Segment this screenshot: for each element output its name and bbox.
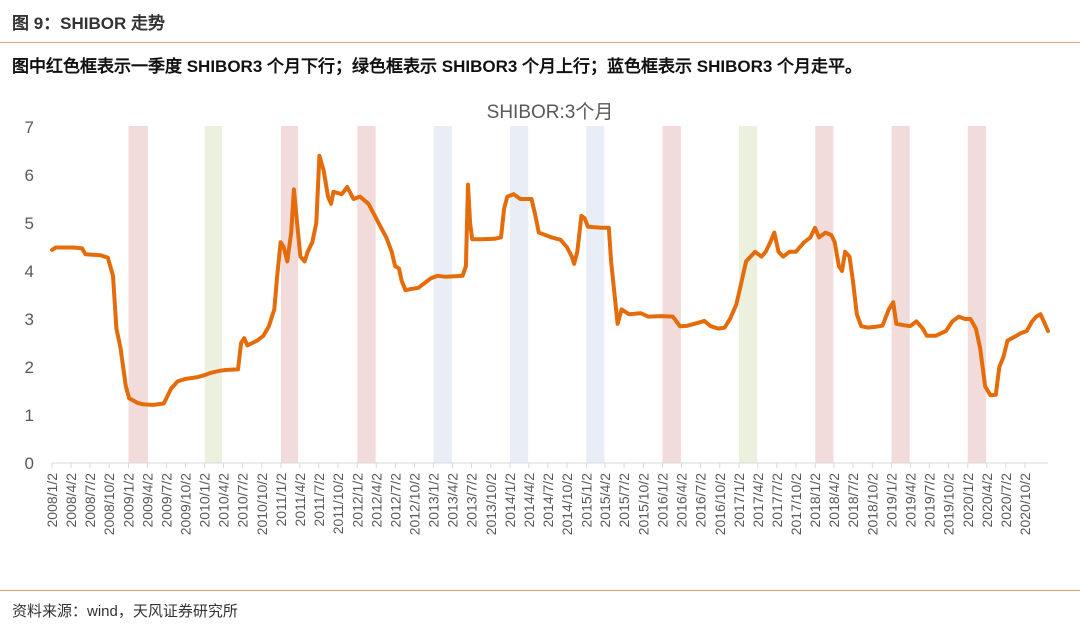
y-tick-label: 6	[25, 166, 34, 185]
red-period-band	[967, 126, 987, 463]
x-tick-label: 2020/1/2	[960, 473, 976, 528]
x-tick-label: 2018/4/2	[826, 473, 842, 528]
x-tick-label: 2009/10/2	[178, 473, 194, 535]
x-tick-label: 2009/1/2	[120, 473, 136, 528]
red-period-band	[280, 126, 299, 463]
x-tick-label: 2010/7/2	[235, 473, 251, 528]
x-axis: 2008/1/2 2008/4/2 2008/7/2 2008/10/2 2009/1/…	[44, 462, 1048, 535]
x-tick-label: 2013/4/2	[445, 473, 461, 528]
red-period-band	[357, 126, 376, 463]
blue-period-band	[433, 126, 452, 463]
x-tick-label: 2020/10/2	[1017, 473, 1033, 535]
x-tick-label: 2017/7/2	[769, 473, 785, 528]
x-tick-label: 2016/10/2	[712, 473, 728, 535]
x-tick-label: 2017/1/2	[731, 473, 747, 528]
x-tick-label: 2008/7/2	[82, 473, 98, 528]
x-tick-label: 2013/10/2	[483, 473, 499, 535]
chart-title: SHIBOR:3个月	[487, 101, 614, 123]
x-tick-label: 2015/1/2	[578, 473, 594, 528]
x-tick-label: 2018/7/2	[845, 473, 861, 528]
x-tick-label: 2015/4/2	[597, 473, 613, 528]
x-tick-label: 2016/1/2	[655, 473, 671, 528]
x-tick-label: 2011/4/2	[292, 473, 308, 527]
shibor-3m-line	[50, 153, 1050, 407]
x-tick-label: 2017/10/2	[788, 473, 804, 535]
x-tick-label: 2020/4/2	[979, 473, 995, 528]
shaded-period-bands	[128, 126, 987, 463]
x-tick-label: 2020/7/2	[998, 473, 1014, 528]
x-tick-label: 2011/1/2	[273, 473, 289, 527]
x-tick-label: 2014/10/2	[559, 473, 575, 535]
red-period-band	[891, 126, 910, 463]
x-tick-label: 2015/7/2	[616, 473, 632, 528]
blue-period-band	[509, 126, 529, 463]
x-tick-label: 2009/4/2	[139, 473, 155, 528]
x-tick-label: 2012/10/2	[407, 473, 423, 535]
series-layer	[50, 153, 1050, 407]
red-period-band	[815, 126, 834, 463]
green-period-band	[204, 126, 222, 463]
y-tick-label: 7	[25, 118, 34, 137]
x-tick-label: 2010/4/2	[216, 473, 232, 528]
x-tick-label: 2010/10/2	[254, 473, 270, 535]
x-tick-label: 2014/7/2	[540, 473, 556, 528]
y-tick-label: 1	[25, 406, 34, 425]
x-tick-label: 2012/4/2	[368, 473, 384, 528]
red-period-band	[128, 126, 148, 463]
y-tick-label: 2	[25, 358, 34, 377]
x-tick-label: 2008/4/2	[63, 473, 79, 528]
x-tick-label: 2019/4/2	[902, 473, 918, 528]
bottom-divider	[0, 590, 1080, 591]
y-tick-label: 0	[25, 454, 34, 473]
y-tick-label: 3	[25, 310, 34, 329]
x-tick-label: 2015/10/2	[635, 473, 651, 535]
figure-label: 图 9：SHIBOR 走势	[12, 14, 166, 33]
x-tick-label: 2018/1/2	[807, 473, 823, 528]
x-tick-label: 2018/10/2	[864, 473, 880, 535]
red-period-band	[662, 126, 681, 463]
green-period-band	[738, 126, 758, 463]
x-tick-label: 2019/7/2	[921, 473, 937, 528]
x-tick-label: 2019/1/2	[884, 473, 900, 528]
x-tick-label: 2017/4/2	[750, 473, 766, 528]
y-axis: 0 1 2 3 4 5 6 7	[25, 118, 34, 473]
x-tick-label: 2013/1/2	[426, 473, 442, 528]
blue-period-band	[586, 126, 605, 463]
x-tick-label: 2012/7/2	[387, 473, 403, 528]
x-tick-label: 2014/4/2	[521, 473, 537, 528]
x-tick-label: 2010/1/2	[197, 473, 213, 528]
x-tick-label: 2011/10/2	[330, 473, 346, 534]
x-tick-label: 2008/10/2	[101, 473, 117, 535]
x-tick-label: 2019/10/2	[941, 473, 957, 535]
chart-note: 图中红色框表示一季度 SHIBOR3 个月下行；绿色框表示 SHIBOR3 个月…	[12, 57, 863, 76]
x-tick-label: 2013/7/2	[464, 473, 480, 528]
x-tick-label: 2014/1/2	[502, 473, 518, 528]
x-tick-label: 2016/7/2	[693, 473, 709, 528]
x-tick-label: 2008/1/2	[44, 473, 60, 528]
y-tick-label: 5	[25, 214, 34, 233]
x-tick-label: 2011/7/2	[311, 473, 327, 527]
source-note: 资料来源：wind，天风证券研究所	[12, 603, 238, 620]
y-tick-label: 4	[25, 262, 34, 281]
top-divider	[0, 42, 1080, 43]
x-tick-label: 2009/7/2	[158, 473, 174, 528]
x-tick-label: 2012/1/2	[349, 473, 365, 528]
x-tick-label: 2016/4/2	[674, 473, 690, 528]
